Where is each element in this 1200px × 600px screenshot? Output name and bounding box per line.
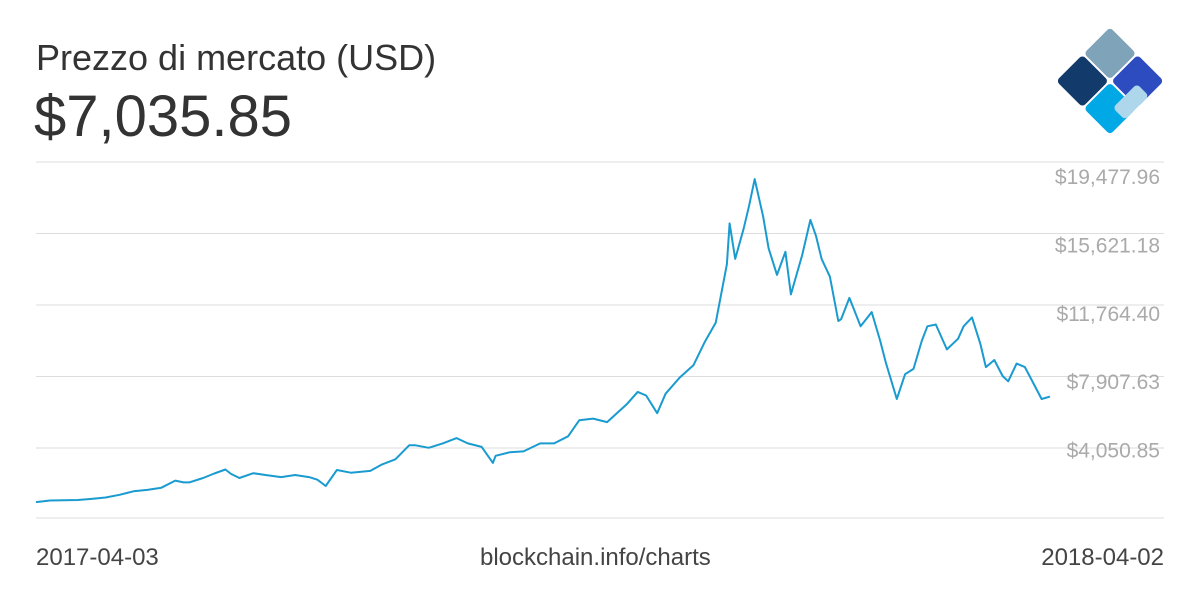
logo-tile-bottom xyxy=(1085,84,1135,134)
logo-tile-left xyxy=(1057,56,1107,106)
grid-lines xyxy=(36,161,1164,519)
price-line xyxy=(35,178,1051,504)
y-tick-label: $11,764.40 xyxy=(1056,303,1160,326)
logo-tile-accent xyxy=(1114,85,1148,119)
chart-title: Prezzo di mercato (USD) xyxy=(36,37,437,78)
y-tick-labels: $4,050.85 $7,907.63 $11,764.40 $15,621.18 $1… xyxy=(1055,166,1160,463)
x-axis-start-label: 2017-04-03 xyxy=(36,544,159,571)
x-axis-end-label: 2018-04-02 xyxy=(1041,544,1164,571)
y-tick-label: $4,050.85 xyxy=(1067,440,1160,463)
current-price: $7,035.85 xyxy=(34,84,293,149)
y-tick-label: $7,907.63 xyxy=(1067,371,1160,394)
logo-tile-top xyxy=(1085,28,1135,78)
y-tick-label: $15,621.18 xyxy=(1055,234,1160,257)
y-tick-label: $19,477.96 xyxy=(1055,166,1160,189)
source-link[interactable]: blockchain.info/charts xyxy=(480,544,711,571)
logo-tile-right xyxy=(1113,56,1163,106)
blockchain-logo-icon xyxy=(1057,28,1163,134)
